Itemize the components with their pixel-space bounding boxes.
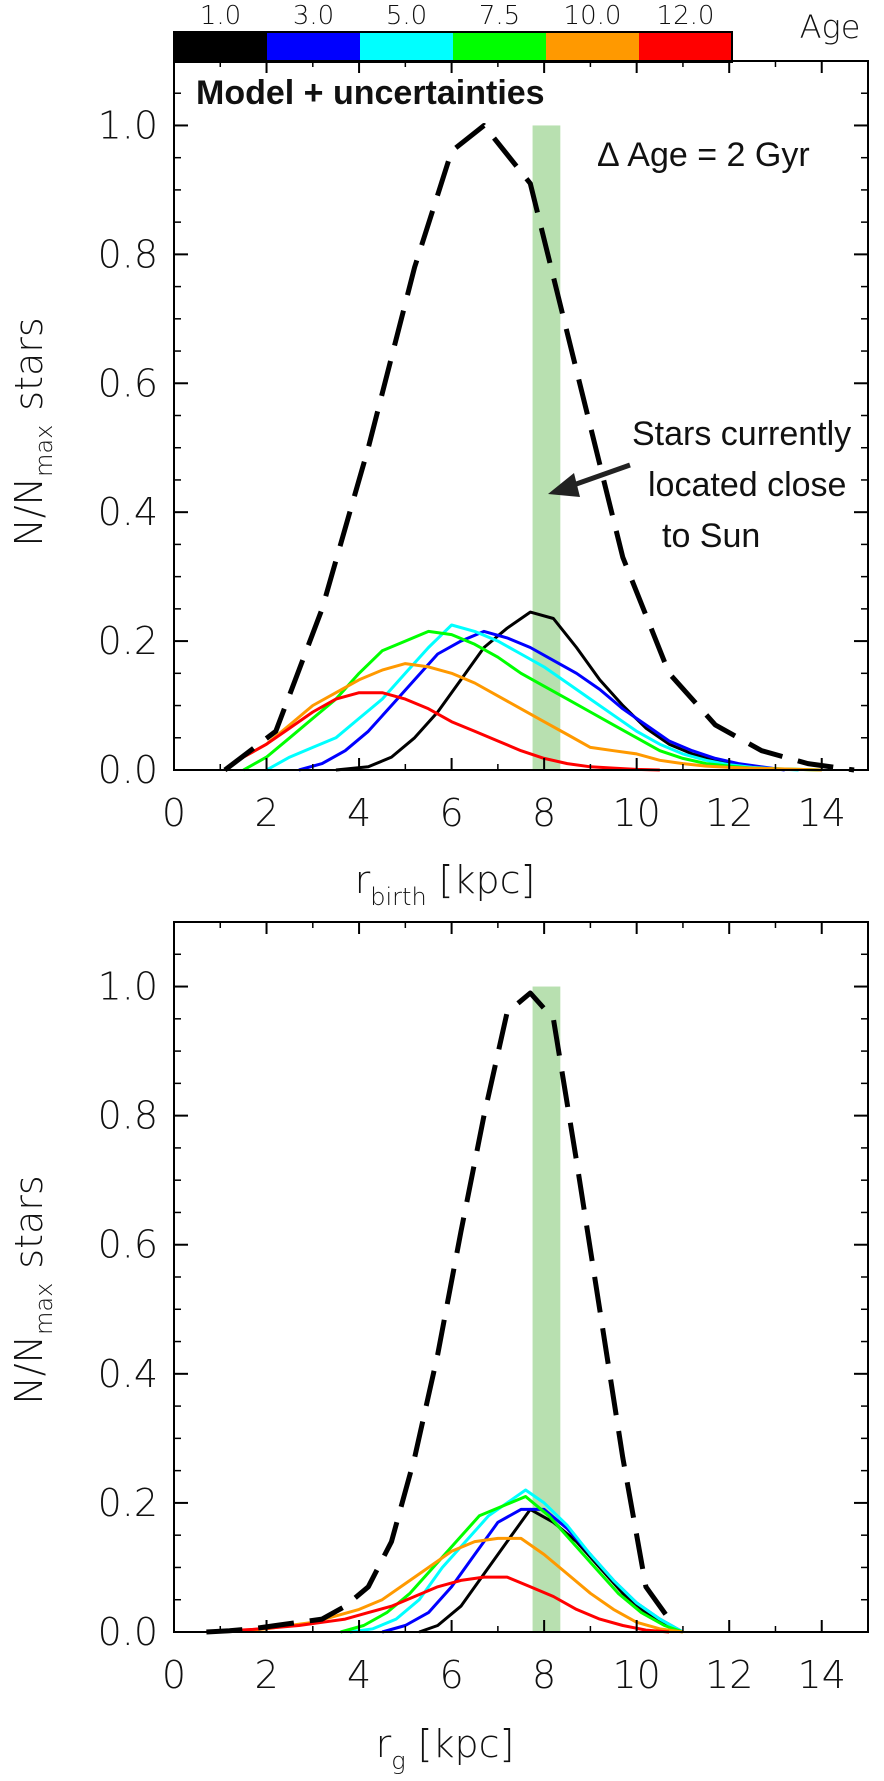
y-tick-label: 0.0 [98,748,158,792]
bottom-panel: 0 2 4 6 8 10 12 14 0.0 0.2 0.4 0.6 0.8 1.0 rg [kpc] N/… [7,921,869,1775]
y-tick-label: 0.6 [98,1223,158,1267]
y-tick-label: 0.2 [98,1481,158,1525]
x-tick-label: 6 [440,1653,464,1697]
colorbar-swatch [174,32,267,62]
arrow-annotation-line-1: Stars currently [632,415,851,453]
x-tick-label: 8 [532,1653,556,1697]
bottom-ylabel: N/Nmaxstars [7,1175,58,1404]
total-distribution-line [223,123,855,773]
x-tick-label: 14 [798,791,846,835]
top-xlabel: rbirth [kpc] [355,858,536,911]
bottom-plot-frame [173,921,869,1633]
y-tick-label: 0.8 [98,232,158,276]
colorbar-swatch [546,32,639,62]
x-tick-label: 4 [347,791,371,835]
age-series-line [349,1488,684,1634]
x-tick-label: 2 [254,791,278,835]
age-colorbar: 1.0 3.0 5.0 7.5 10.0 12.0 [173,1,733,63]
y-tick-label: 1.0 [98,965,158,1009]
colorbar-label: 7.5 [479,1,520,31]
age-series-line [224,691,660,772]
bottom-ticks: 0 2 4 6 8 10 12 14 0.0 0.2 0.4 0.6 0.8 1.0 [98,922,869,1697]
model-uncertainties-label: Model + uncertainties [196,74,545,112]
y-tick-label: 1.0 [98,103,158,147]
y-tick-label: 0.0 [98,1610,158,1654]
top-series-group [223,123,855,773]
colorbar-title: Age [800,8,861,46]
age-series-line [381,1507,684,1634]
colorbar-swatch [360,32,453,62]
x-tick-label: 10 [612,791,660,835]
x-tick-label: 14 [798,1653,846,1697]
age-series-line [224,662,822,772]
y-tick-label: 0.6 [98,361,158,405]
arrow-annotation-line-2: located close [648,466,846,504]
colorbar-label: 5.0 [386,1,427,31]
x-tick-label: 2 [254,1653,278,1697]
x-tick-label: 10 [612,1653,660,1697]
colorbar-label: 1.0 [200,1,241,31]
sun-location-band [532,986,561,1632]
x-tick-label: 6 [440,791,464,835]
colorbar-label: 12.0 [657,1,715,31]
arrow-annotation-line-3: to Sun [662,517,760,555]
bottom-series-group [206,990,684,1635]
x-tick-label: 4 [347,1653,371,1697]
delta-age-label: Δ Age = 2 Gyr [597,136,810,174]
top-ticks: 0 2 4 6 8 10 12 14 0.0 0.2 0.4 0.6 0.8 1.0 [98,61,869,835]
y-tick-label: 0.2 [98,619,158,663]
age-series-line [335,610,762,772]
x-tick-label: 12 [705,791,753,835]
y-tick-label: 0.4 [98,490,158,534]
top-panel: 0 2 4 6 8 10 12 14 0.0 0.2 0.4 0.6 0.8 1.0 Model + un… [7,60,869,911]
sun-location-band [532,125,561,771]
age-series-line [265,623,799,772]
age-series-line [298,629,785,772]
x-tick-label: 8 [532,791,556,835]
top-ylabel: N/Nmaxstars [7,317,58,546]
colorbar-swatch [639,32,732,62]
colorbar-swatch [267,32,360,62]
y-tick-label: 0.8 [98,1094,158,1138]
colorbar-swatch [453,32,546,62]
x-tick-label: 0 [162,1653,186,1697]
x-tick-label: 0 [162,791,186,835]
bottom-xlabel: rg [kpc] [376,1722,515,1775]
colorbar-label: 10.0 [564,1,622,31]
total-distribution-line [206,990,672,1635]
colorbar-label: 3.0 [293,1,334,31]
arrow-icon [548,462,631,497]
x-tick-label: 12 [705,1653,753,1697]
y-tick-label: 0.4 [98,1352,158,1396]
